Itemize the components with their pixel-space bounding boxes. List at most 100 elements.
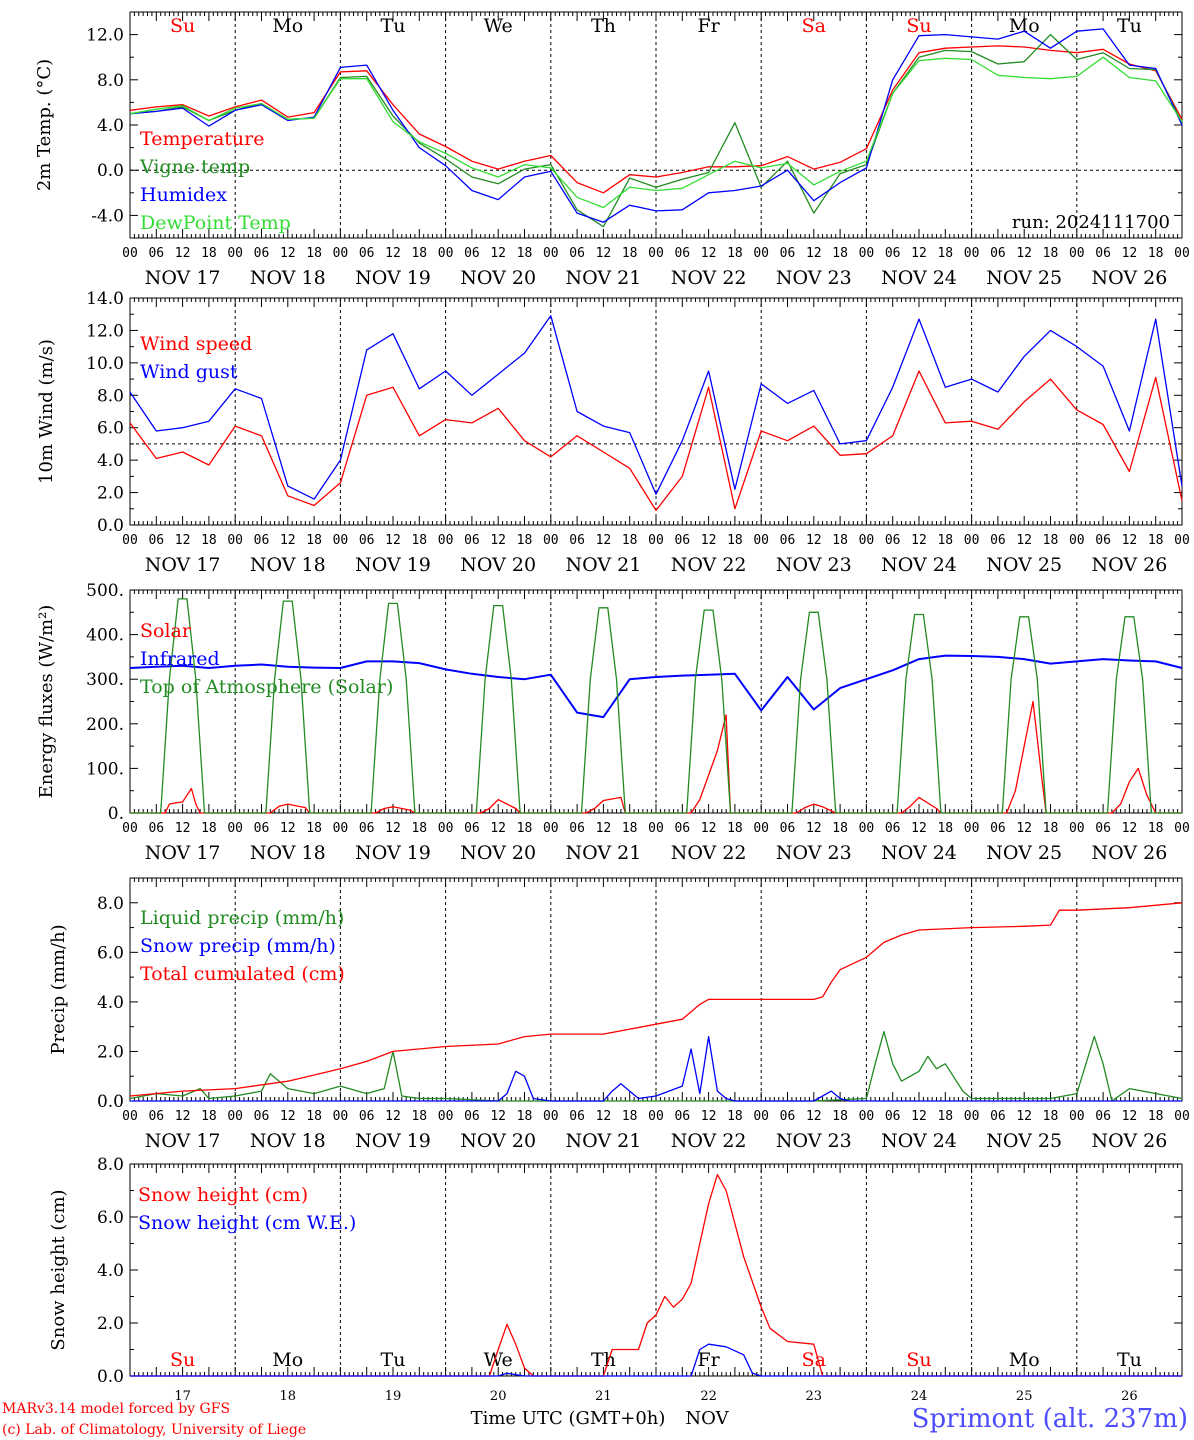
x-date-label: NOV 24 — [881, 267, 957, 289]
x-hour-label: 06 — [990, 1109, 1006, 1124]
x-hour-label: 12 — [385, 533, 401, 548]
x-hour-label: 00 — [859, 533, 875, 548]
x-hour-label: 00 — [648, 821, 664, 836]
y-tick-label: 14.0 — [86, 289, 124, 309]
x-hour-label: 18 — [306, 1109, 322, 1124]
x-hour-label: 00 — [859, 246, 875, 261]
series-line-top-of-atmosphere-solar- — [130, 598, 1182, 814]
series-line-solar — [130, 700, 1182, 814]
x-hour-label: 06 — [674, 1109, 690, 1124]
x-date-label: NOV 17 — [145, 267, 221, 289]
y-tick-label: 0. — [108, 804, 124, 824]
x-hour-label: 06 — [254, 1109, 270, 1124]
x-day-number: 24 — [911, 1389, 928, 1404]
y-tick-label: 2.0 — [97, 484, 124, 504]
x-hour-label: 18 — [622, 1109, 638, 1124]
x-hour-label: 00 — [333, 246, 349, 261]
x-date-label: NOV 25 — [986, 554, 1062, 576]
y-axis-title: 2m Temp. (°C) — [34, 59, 55, 191]
panel-1: -4.0 0.0 4.0 8.0 12.0 2m Temp. (°C) 00 06 12 18 NO… — [34, 11, 1190, 289]
x-hour-label: 18 — [832, 533, 848, 548]
x-date-label: NOV 25 — [986, 1130, 1062, 1152]
x-hour-label: 00 — [122, 821, 138, 836]
weekday-label: Sa — [802, 1349, 826, 1371]
y-tick-label: 4.0 — [97, 1261, 124, 1281]
x-hour-label: 00 — [333, 533, 349, 548]
x-date-label: NOV 22 — [671, 267, 747, 289]
x-hour-label: 06 — [464, 821, 480, 836]
plot-frame — [129, 589, 1183, 814]
y-tick-label: 8.0 — [97, 894, 124, 914]
legend-entry: Snow precip (mm/h) — [140, 935, 336, 957]
x-hour-label: 18 — [201, 821, 217, 836]
y-tick-label: 8.0 — [97, 1155, 124, 1175]
x-hour-label: 18 — [727, 1109, 743, 1124]
x-hour-label: 00 — [964, 246, 980, 261]
x-hour-label: 06 — [569, 246, 585, 261]
x-hour-label: 12 — [280, 1109, 296, 1124]
x-date-label: NOV 26 — [1091, 267, 1167, 289]
x-hour-label: 18 — [517, 533, 533, 548]
series-line-snow-precip-mm-h- — [130, 1035, 1182, 1102]
x-hour-label: 18 — [517, 821, 533, 836]
x-date-label: NOV 18 — [250, 267, 326, 289]
x-hour-label: 12 — [175, 533, 191, 548]
x-hour-label: 06 — [569, 1109, 585, 1124]
x-hour-label: 06 — [254, 246, 270, 261]
weekday-label: We — [484, 15, 513, 37]
x-hour-label: 18 — [937, 1109, 953, 1124]
x-hour-label: 00 — [227, 246, 243, 261]
x-date-label: NOV 22 — [671, 842, 747, 864]
x-hour-label: 12 — [280, 533, 296, 548]
y-axis-title: Precip (mm/h) — [48, 924, 69, 1054]
x-hour-label: 12 — [911, 533, 927, 548]
weekday-label: Sa — [802, 15, 826, 37]
x-hour-label: 00 — [648, 246, 664, 261]
weekday-label: Mo — [272, 15, 303, 37]
x-hour-label: 12 — [1016, 821, 1032, 836]
weekday-label: Mo — [272, 1349, 303, 1371]
y-tick-label: 500. — [86, 581, 124, 601]
x-hour-label: 18 — [1148, 246, 1164, 261]
x-hour-label: 00 — [753, 533, 769, 548]
x-date-label: NOV 19 — [355, 1130, 431, 1152]
y-tick-label: 4.0 — [97, 451, 124, 471]
weekday-label: Su — [170, 15, 195, 37]
weekday-label: Mo — [1009, 1349, 1040, 1371]
x-hour-label: 18 — [1043, 821, 1059, 836]
x-hour-label: 12 — [280, 821, 296, 836]
x-date-label: NOV 23 — [776, 554, 852, 576]
x-date-label: NOV 19 — [355, 554, 431, 576]
x-day-number: 21 — [595, 1389, 612, 1404]
y-axis-title: Energy fluxes (W/m²) — [36, 605, 57, 799]
x-hour-label: 18 — [1043, 533, 1059, 548]
series-line-wind-speed — [129, 370, 1183, 512]
legend-entry: Snow height (cm) — [138, 1184, 308, 1206]
x-hour-label: 06 — [254, 533, 270, 548]
series-line-liquid-precip-mm-h- — [129, 1030, 1183, 1102]
x-hour-label: 12 — [490, 246, 506, 261]
x-hour-label: 06 — [359, 246, 375, 261]
x-hour-label: 00 — [648, 1109, 664, 1124]
x-hour-label: 00 — [1174, 821, 1190, 836]
series-line-total-cumulated-cm- — [129, 902, 1183, 1097]
x-hour-label: 18 — [411, 821, 427, 836]
x-hour-label: 18 — [1148, 1109, 1164, 1124]
x-hour-label: 18 — [201, 533, 217, 548]
x-hour-label: 12 — [701, 246, 717, 261]
x-hour-label: 00 — [543, 1109, 559, 1124]
x-hour-label: 18 — [1148, 533, 1164, 548]
x-hour-label: 06 — [148, 1109, 164, 1124]
y-tick-label: 8.0 — [97, 386, 124, 406]
x-date-label: NOV 19 — [355, 267, 431, 289]
panel-2: 0.0 2.0 4.0 6.0 8.0 10.0 12.0 14.0 10m Wind (m/s… — [36, 289, 1190, 576]
x-hour-label: 18 — [832, 246, 848, 261]
x-hour-label: 00 — [964, 533, 980, 548]
x-hour-label: 18 — [306, 821, 322, 836]
x-date-label: NOV 23 — [776, 1130, 852, 1152]
weekday-label: Fr — [697, 1349, 720, 1371]
x-day-number: 17 — [174, 1389, 191, 1404]
weekday-label: Tu — [1117, 15, 1142, 37]
y-tick-label: 4.0 — [97, 993, 124, 1013]
x-hour-label: 06 — [1095, 533, 1111, 548]
